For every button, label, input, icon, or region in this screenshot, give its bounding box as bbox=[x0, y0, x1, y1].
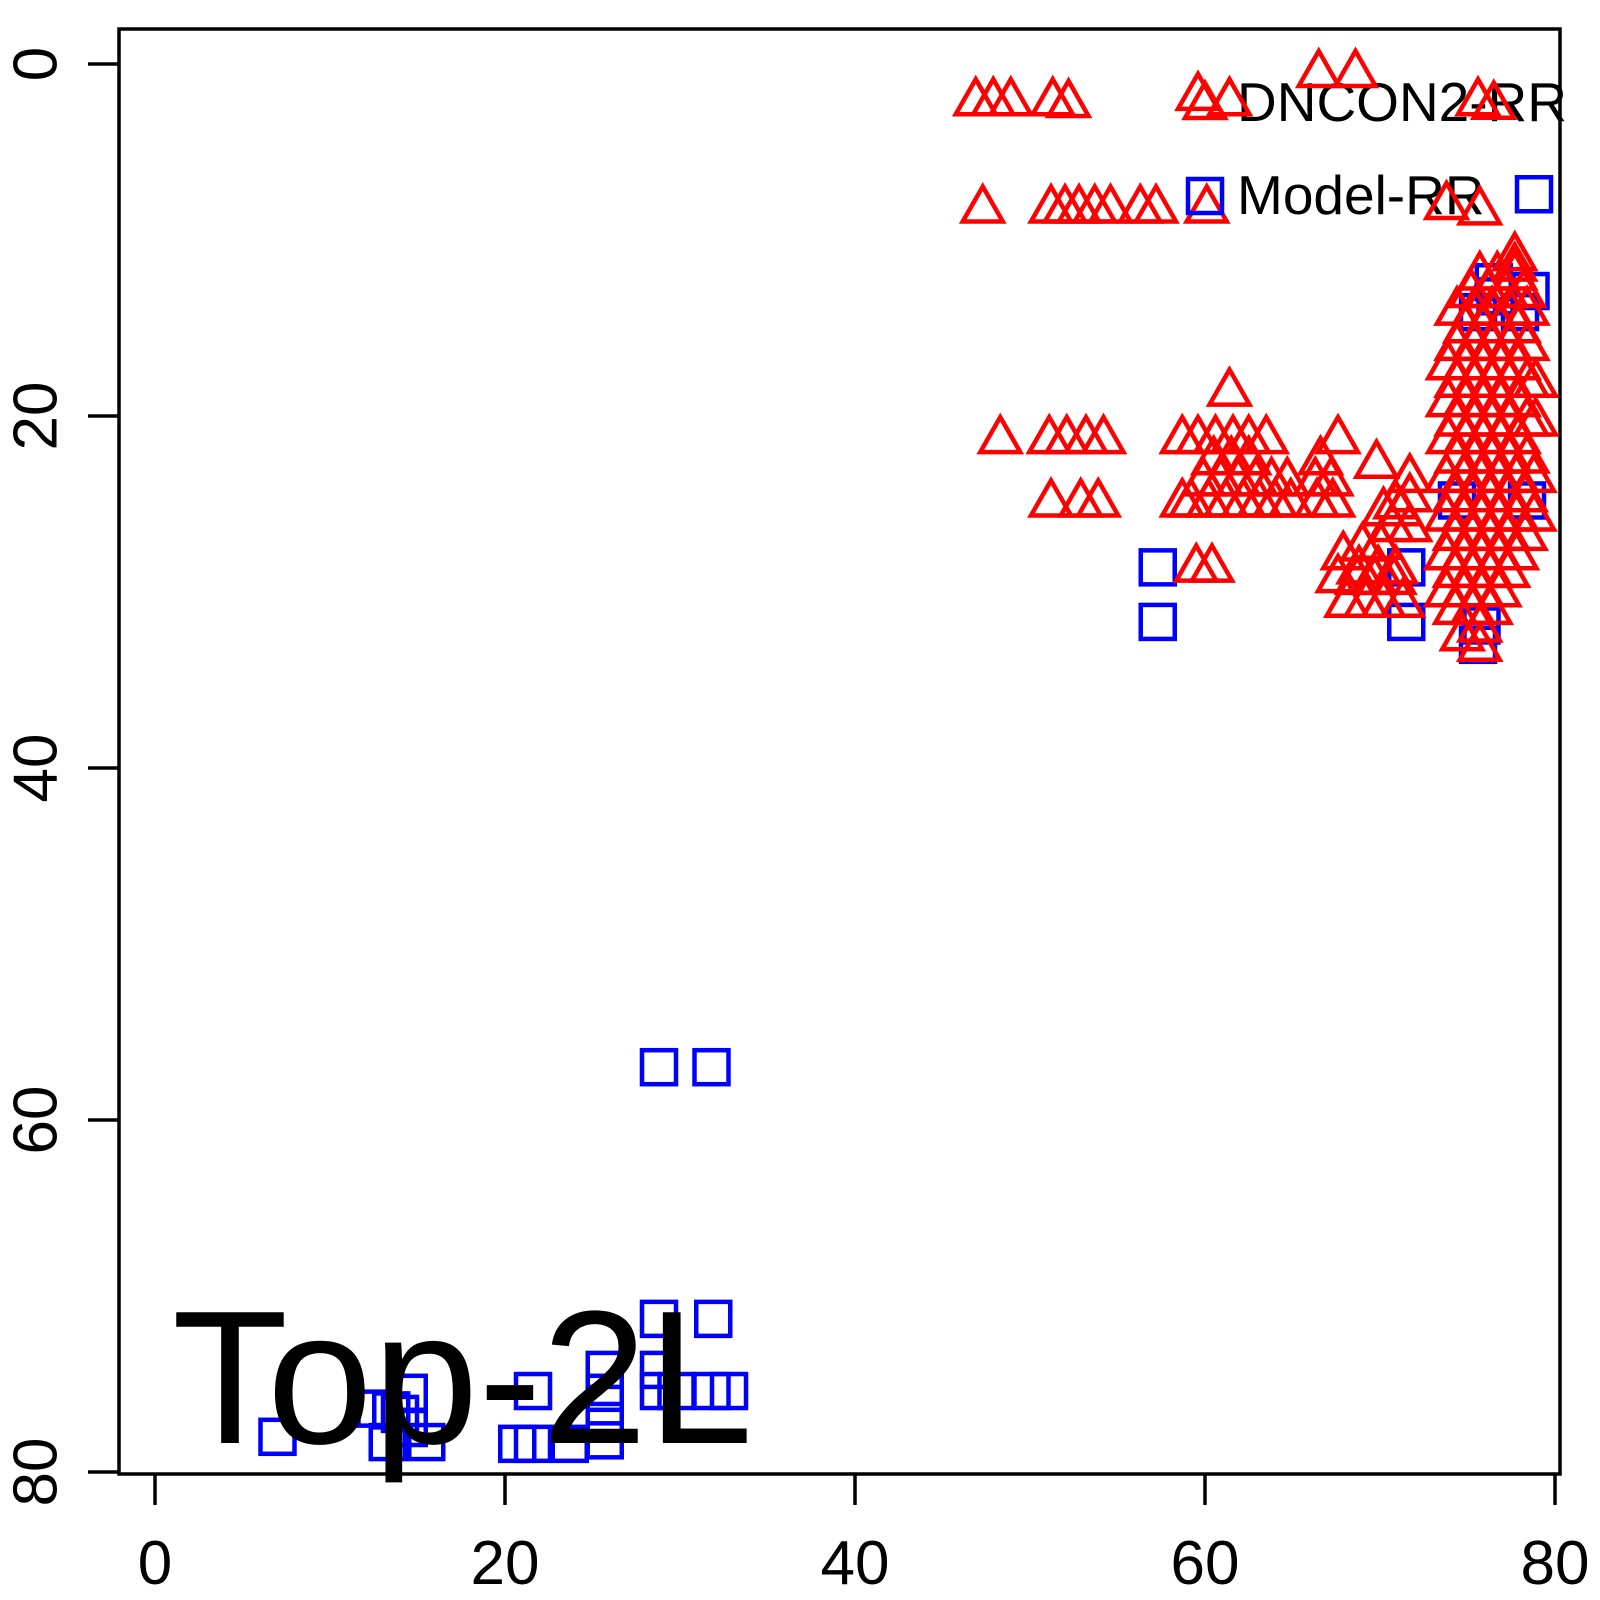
dncon2-rr-marker bbox=[1352, 437, 1401, 480]
x-tick-label: 40 bbox=[820, 1529, 890, 1598]
dncon2-rr-marker bbox=[1378, 576, 1427, 619]
dncon2-rr-marker bbox=[1356, 518, 1404, 560]
dncon2-rr-marker bbox=[1455, 183, 1504, 226]
dncon2-rr-marker bbox=[1307, 454, 1355, 497]
x-tick-label: 20 bbox=[470, 1529, 540, 1598]
dncon2-rr-marker bbox=[976, 412, 1025, 455]
dncon2-rr-marker bbox=[1086, 182, 1135, 224]
dncon2-rr-marker bbox=[1044, 76, 1093, 119]
model-rr-marker bbox=[1514, 174, 1554, 214]
legend-square-icon bbox=[1185, 176, 1225, 216]
dncon2-rr-marker bbox=[1242, 412, 1291, 455]
model-rr-marker bbox=[513, 1371, 553, 1411]
dncon2-rr-marker bbox=[1422, 178, 1471, 221]
dncon2-rr-marker bbox=[1205, 74, 1254, 117]
dncon2-rr-marker bbox=[1371, 542, 1420, 585]
legend-label-dncon2-rr: DNCON2-RR bbox=[1237, 71, 1567, 133]
dncon2-rr-marker bbox=[1490, 229, 1539, 272]
dncon2-rr-marker bbox=[1331, 46, 1380, 89]
x-tick-label: 0 bbox=[137, 1529, 173, 1598]
model-rr-marker bbox=[639, 1047, 679, 1087]
model-rr-marker bbox=[368, 1422, 407, 1462]
dncon2-rr-marker bbox=[1132, 182, 1180, 224]
legend-triangle-icon bbox=[1181, 78, 1229, 121]
model-rr-marker bbox=[380, 1394, 420, 1434]
dncon2-rr-marker bbox=[1182, 182, 1231, 224]
model-rr-marker bbox=[585, 1350, 624, 1390]
model-rr-marker bbox=[585, 1421, 624, 1460]
model-rr-marker bbox=[1138, 548, 1177, 587]
dncon2-rr-marker bbox=[1385, 500, 1434, 543]
dncon2-rr-marker bbox=[1314, 412, 1362, 455]
dncon2-rr-marker bbox=[1294, 46, 1343, 89]
dncon2-rr-marker bbox=[1074, 475, 1123, 518]
model-rr-marker bbox=[513, 1424, 553, 1464]
dncon2-rr-marker bbox=[1188, 541, 1236, 583]
model-rr-marker bbox=[585, 1401, 624, 1441]
x-tick-label: 80 bbox=[1520, 1529, 1590, 1598]
dncon2-rr-marker bbox=[1438, 609, 1487, 652]
model-rr-marker bbox=[639, 1299, 679, 1339]
model-rr-marker bbox=[258, 1417, 297, 1457]
dncon2-rr-marker bbox=[1499, 266, 1548, 309]
model-rr-marker bbox=[1387, 602, 1426, 642]
dncon2-rr-marker bbox=[1263, 454, 1312, 497]
model-rr-marker bbox=[1138, 602, 1177, 642]
plot-border bbox=[117, 27, 1562, 1476]
dncon2-rr-marker bbox=[958, 182, 1007, 224]
model-rr-marker bbox=[709, 1371, 749, 1411]
dncon2-rr-marker bbox=[1205, 365, 1254, 407]
dncon2-rr-marker bbox=[1079, 412, 1128, 455]
model-rr-marker bbox=[585, 1373, 624, 1413]
model-rr-marker bbox=[407, 1422, 446, 1462]
plot-annotation: Top-2L bbox=[172, 1272, 753, 1484]
dncon2-rr-marker bbox=[1469, 78, 1518, 120]
dncon2-rr-marker bbox=[1027, 475, 1075, 518]
dncon2-rr-marker bbox=[1266, 475, 1315, 518]
model-rr-marker bbox=[694, 1299, 733, 1339]
dncon2-rr-marker bbox=[986, 74, 1035, 117]
legend-label-model-rr: Model-RR bbox=[1237, 164, 1485, 226]
x-tick-label: 60 bbox=[1170, 1529, 1240, 1598]
model-rr-marker bbox=[692, 1047, 731, 1087]
dncon2-rr-marker bbox=[1455, 620, 1504, 663]
dncon2-rr-marker bbox=[1385, 451, 1434, 494]
dncon2-rr-marker bbox=[1511, 394, 1560, 437]
dncon2-rr-marker bbox=[1308, 475, 1357, 518]
